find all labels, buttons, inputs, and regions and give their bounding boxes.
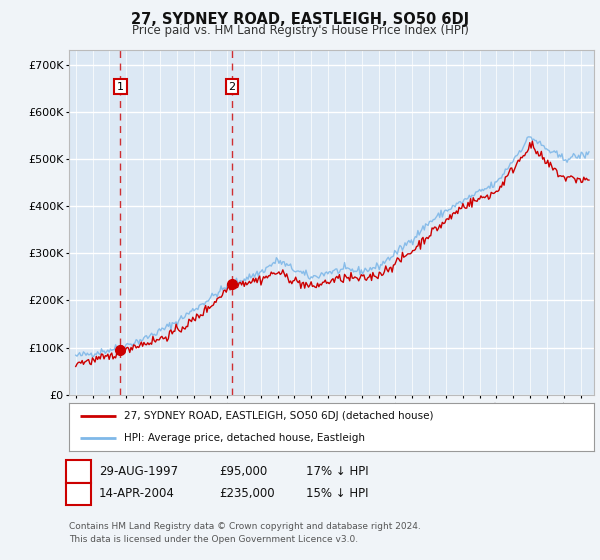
Text: HPI: Average price, detached house, Eastleigh: HPI: Average price, detached house, East… bbox=[124, 433, 365, 443]
Text: 15% ↓ HPI: 15% ↓ HPI bbox=[306, 487, 368, 501]
Text: 27, SYDNEY ROAD, EASTLEIGH, SO50 6DJ (detached house): 27, SYDNEY ROAD, EASTLEIGH, SO50 6DJ (de… bbox=[124, 411, 434, 421]
Text: £95,000: £95,000 bbox=[219, 465, 267, 478]
Text: Price paid vs. HM Land Registry's House Price Index (HPI): Price paid vs. HM Land Registry's House … bbox=[131, 24, 469, 37]
Text: £235,000: £235,000 bbox=[219, 487, 275, 501]
Text: 1: 1 bbox=[117, 82, 124, 92]
Text: 14-APR-2004: 14-APR-2004 bbox=[99, 487, 175, 501]
Text: 2: 2 bbox=[74, 487, 83, 501]
Text: 2: 2 bbox=[229, 82, 236, 92]
Text: 27, SYDNEY ROAD, EASTLEIGH, SO50 6DJ: 27, SYDNEY ROAD, EASTLEIGH, SO50 6DJ bbox=[131, 12, 469, 27]
Text: 17% ↓ HPI: 17% ↓ HPI bbox=[306, 465, 368, 478]
Text: 29-AUG-1997: 29-AUG-1997 bbox=[99, 465, 178, 478]
Text: Contains HM Land Registry data © Crown copyright and database right 2024.
This d: Contains HM Land Registry data © Crown c… bbox=[69, 522, 421, 544]
Text: 1: 1 bbox=[74, 465, 83, 478]
